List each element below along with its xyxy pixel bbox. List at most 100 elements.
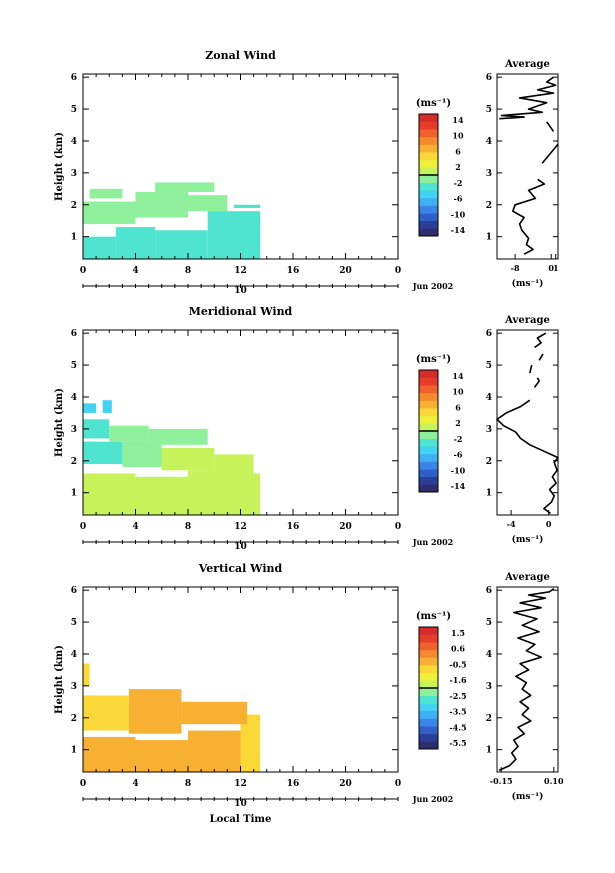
y-tick-label: 6	[71, 329, 77, 339]
colorbar-tick-label: -0.5	[449, 659, 466, 669]
average-x-label: (ms⁻¹)	[512, 534, 544, 545]
heatmap-cell	[83, 473, 136, 515]
y-tick-label: 4	[71, 650, 77, 660]
colorbar-tick-label: -5.5	[449, 738, 466, 748]
date-strip-day: 10	[234, 286, 247, 296]
x-tick-label: 0	[395, 779, 401, 789]
y-tick-label: 2	[71, 714, 77, 724]
colorbar-swatch	[419, 159, 438, 168]
x-tick-label: 20	[339, 522, 352, 532]
colorbar-swatch	[419, 688, 438, 696]
x-tick-label: 16	[287, 522, 300, 532]
x-tick-label: 4	[132, 522, 138, 532]
average-y-tick-label: 6	[486, 329, 492, 339]
x-tick-label: 4	[132, 779, 138, 789]
colorbar-tick-label: 14	[452, 371, 464, 381]
y-axis-label: Height (km)	[54, 645, 65, 714]
colorbar-swatch	[419, 190, 438, 199]
x-tick-label: 16	[287, 779, 300, 789]
average-y-tick-label: 3	[486, 425, 492, 435]
average-y-tick-label: 6	[486, 586, 492, 596]
colorbar-swatch	[419, 144, 438, 153]
average-frame	[496, 329, 559, 516]
colorbar-swatch	[419, 665, 438, 674]
heatmap-cell	[135, 192, 188, 218]
colorbar-swatch	[419, 469, 438, 478]
date-strip-month: Jun 2002	[412, 794, 453, 804]
average-y-tick-label: 3	[486, 169, 492, 179]
average-profile-line	[533, 377, 540, 388]
colorbar-swatch	[419, 400, 438, 409]
heatmap-cell	[135, 476, 188, 515]
y-tick-label: 1	[71, 746, 77, 756]
colorbar-unit: (ms⁻¹)	[416, 611, 451, 622]
heatmap-cell	[83, 441, 123, 464]
average-y-tick-label: 3	[486, 682, 492, 692]
average-x-label: (ms⁻¹)	[512, 791, 544, 802]
colorbar-tick-label: -10	[451, 209, 466, 219]
x-tick-label: 12	[234, 522, 247, 532]
average-x-tick-label: 0	[546, 519, 552, 529]
colorbar-swatch	[419, 114, 438, 122]
heatmap-cell	[161, 448, 215, 471]
colorbar-tick-label: 6	[455, 146, 461, 156]
heatmap-cell	[122, 441, 162, 468]
heatmap-cell	[83, 695, 129, 731]
colorbar-tick-label: -10	[451, 465, 466, 475]
heatmap-cell	[214, 454, 254, 474]
average-y-tick-label: 2	[486, 714, 492, 724]
x-tick-label: 12	[234, 266, 247, 276]
colorbar-swatch	[419, 627, 438, 635]
y-tick-label: 3	[71, 425, 77, 435]
average-profile-line	[529, 364, 533, 374]
average-profile-line	[534, 332, 547, 349]
colorbar-swatch	[419, 741, 438, 750]
colorbar-swatch	[419, 377, 438, 386]
heatmap-cell	[233, 204, 261, 208]
colorbar-swatch	[419, 703, 438, 712]
average-y-tick-label: 5	[486, 105, 492, 115]
average-x-tick-label: -8	[511, 263, 520, 273]
average-profile-line	[499, 76, 557, 120]
heatmap-cell	[148, 428, 208, 445]
colorbar-swatch	[419, 476, 438, 485]
average-y-tick-label: 2	[486, 201, 492, 211]
date-strip-day: 10	[234, 799, 247, 809]
colorbar-tick-label: 10	[452, 131, 464, 141]
x-tick-label: 8	[185, 266, 191, 276]
colorbar-swatch	[419, 453, 438, 462]
x-tick-label: 20	[339, 779, 352, 789]
heatmap-cell	[83, 403, 97, 413]
colorbar-swatch	[419, 385, 438, 394]
colorbar-tick-label: 2	[455, 418, 461, 428]
colorbar-swatch	[419, 446, 438, 455]
colorbar-swatch	[419, 408, 438, 417]
x-tick-label: 0	[395, 266, 401, 276]
colorbar-swatch	[419, 213, 438, 222]
x-tick-label: 8	[185, 779, 191, 789]
colorbar-tick-label: -2	[454, 434, 463, 444]
average-x-tick-label: -4	[507, 519, 516, 529]
colorbar-unit: (ms⁻¹)	[416, 98, 451, 109]
y-tick-label: 3	[71, 682, 77, 692]
x-tick-label: 16	[287, 266, 300, 276]
heatmap-cell	[188, 470, 234, 515]
heatmap-cells	[83, 400, 261, 515]
average-title: Average	[504, 315, 550, 326]
date-strip-day: 10	[234, 542, 247, 552]
average-y-tick-label: 4	[486, 393, 492, 403]
colorbar-tick-label: 14	[452, 115, 464, 125]
average-profile-line	[538, 353, 544, 361]
colorbar-tick-label: -2.5	[449, 691, 466, 701]
y-tick-label: 5	[71, 361, 77, 371]
colorbar-swatch	[419, 438, 438, 447]
average-x-tick-label: 0	[548, 263, 554, 273]
colorbar-swatch	[419, 718, 438, 727]
colorbar-tick-label: 6	[455, 402, 461, 412]
heatmap-cell	[83, 201, 136, 224]
average-frame	[496, 73, 559, 260]
average-profile-line	[498, 587, 555, 772]
